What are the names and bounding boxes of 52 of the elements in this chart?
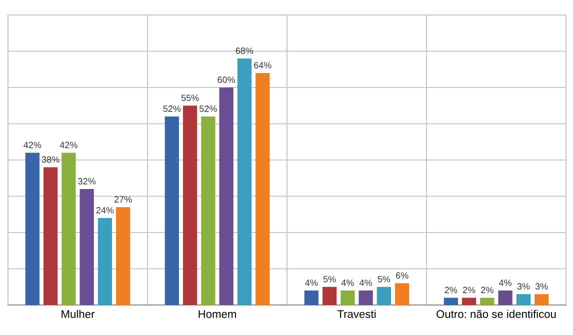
data-label: 52%: [163, 106, 181, 112]
data-label: 3%: [517, 283, 530, 290]
bar: [480, 298, 494, 305]
x-tick-label: Homem: [198, 310, 236, 318]
data-label: 4%: [499, 280, 512, 286]
bar: [444, 298, 458, 305]
bar: [256, 73, 270, 305]
data-label: 68%: [236, 48, 254, 54]
bar: [358, 290, 373, 305]
data-label: 3%: [535, 283, 548, 290]
bar: [304, 290, 318, 305]
bar: [43, 167, 58, 305]
data-label: 42%: [60, 142, 78, 148]
bar: [462, 298, 476, 305]
bar: [498, 290, 512, 305]
bar: [219, 88, 234, 305]
bar: [201, 116, 216, 305]
bar: [516, 294, 531, 305]
data-label: 60%: [218, 76, 236, 83]
bar: [340, 290, 355, 305]
bar: [62, 152, 76, 305]
data-label: 27%: [114, 196, 132, 203]
data-label: 64%: [254, 62, 272, 68]
data-label: 5%: [378, 276, 390, 282]
data-label: 2%: [444, 286, 458, 294]
bar: [182, 106, 198, 305]
data-label: 4%: [305, 280, 318, 286]
bar: [376, 286, 392, 305]
data-label: 6%: [396, 272, 408, 279]
bar: [164, 116, 179, 305]
data-label: 52%: [200, 106, 217, 112]
bar: [80, 189, 94, 305]
bar: [395, 283, 410, 305]
bar: [116, 207, 130, 305]
data-label: 4%: [360, 280, 372, 286]
bar: [237, 58, 252, 305]
x-tick-label: Travesti: [337, 310, 376, 318]
data-label: 2%: [462, 286, 476, 294]
data-label: 55%: [181, 94, 199, 102]
data-label: 42%: [24, 142, 42, 148]
bar: [322, 286, 337, 305]
data-label: 32%: [78, 178, 96, 184]
data-label: 38%: [42, 156, 60, 163]
bar: [534, 294, 549, 305]
data-label: 5%: [323, 276, 336, 282]
bar: [98, 218, 112, 305]
bar: [25, 152, 40, 305]
data-label: 2%: [481, 286, 494, 294]
data-label: 4%: [341, 280, 354, 286]
data-label: 24%: [96, 207, 114, 214]
x-tick-label: Outro: não se identificou: [436, 310, 556, 318]
x-tick-label: Mulher: [62, 310, 95, 318]
